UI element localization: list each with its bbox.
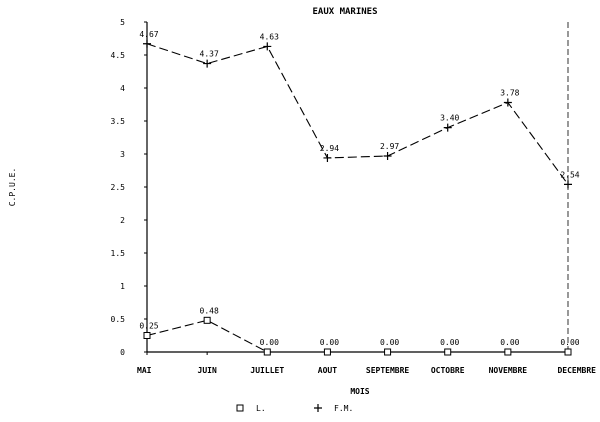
data-label: 3.78	[500, 89, 519, 98]
x-tick-label: OCTOBRE	[431, 366, 465, 375]
data-point	[203, 316, 211, 324]
series-line	[146, 43, 569, 185]
data-label: 2.97	[380, 142, 399, 151]
y-tick-label: 4	[120, 84, 125, 93]
data-point	[564, 348, 572, 356]
series-line	[146, 319, 568, 353]
data-point	[203, 59, 212, 68]
data-point	[263, 348, 271, 356]
series-1: 4.67 4.37 4.63 2.94 2.97 3.40 3.78 2.54	[139, 30, 580, 189]
y-tick-label: 5	[120, 18, 125, 27]
data-point	[443, 123, 452, 132]
data-point	[143, 39, 151, 48]
data-label: 4.37	[200, 50, 219, 59]
legend-label: F.M.	[334, 404, 353, 413]
y-tick-label: 2.5	[111, 183, 126, 192]
data-label: 4.67	[139, 30, 158, 39]
data-label: 0.00	[320, 338, 339, 347]
x-tick-label: AOUT	[318, 366, 337, 375]
axes: 0 0.5 1 1.5 2 2.5 3 3.5 4 4.5 5 MAI JUIN JUILLET AOUT S…	[111, 18, 597, 375]
y-tick-label: 3.5	[111, 117, 126, 126]
data-point	[323, 348, 331, 356]
x-tick-label: JUIN	[198, 366, 217, 375]
y-tick-label: 4.5	[111, 51, 126, 60]
legend: L. F.M.	[236, 404, 353, 413]
x-tick-label: MAI	[137, 366, 152, 375]
data-point	[383, 151, 392, 160]
y-tick-label: 3	[120, 150, 125, 159]
x-tick-label: SEPTEMBRE	[366, 366, 410, 375]
data-point	[143, 332, 151, 339]
data-point	[503, 98, 512, 107]
x-tick-label: NOVEMBRE	[489, 366, 528, 375]
data-label: 2.54	[560, 170, 579, 179]
y-tick-label: 1.5	[111, 249, 126, 258]
data-label: 3.40	[440, 114, 459, 123]
data-label: 0.00	[440, 338, 459, 347]
data-point	[504, 348, 512, 356]
data-label: 0.00	[500, 338, 519, 347]
y-axis-label: C.P.U.E.	[8, 168, 17, 207]
series-0: 0.25 0.48 0.00 0.00 0.00 0.00 0.00 0.00	[139, 306, 580, 356]
x-tick-label: DECEMBRE	[557, 366, 596, 375]
x-axis-label: MOIS	[350, 387, 369, 396]
legend-label: L.	[256, 404, 266, 413]
data-label: 0.00	[380, 338, 399, 347]
data-label: 4.63	[260, 32, 279, 41]
data-label: 0.48	[200, 306, 219, 315]
data-point	[323, 153, 332, 162]
legend-marker	[236, 404, 244, 412]
chart-title: EAUX MARINES	[312, 7, 377, 17]
data-point	[444, 348, 452, 356]
y-tick-label: 1	[120, 282, 125, 291]
y-tick-label: 0	[120, 348, 125, 357]
data-label: 2.94	[320, 144, 339, 153]
data-label: 0.25	[139, 322, 158, 331]
data-point	[263, 42, 272, 51]
data-label: 0.00	[560, 338, 579, 347]
data-label: 0.00	[260, 338, 279, 347]
series-layer: 0.25 0.48 0.00 0.00 0.00 0.00 0.00 0.00 4.67 4.37…	[139, 30, 580, 356]
y-tick-label: 2	[120, 216, 125, 225]
data-point	[384, 348, 392, 356]
legend-marker	[314, 404, 322, 412]
y-tick-label: 0.5	[111, 315, 126, 324]
data-point	[564, 180, 572, 189]
x-tick-label: JUILLET	[250, 366, 284, 375]
